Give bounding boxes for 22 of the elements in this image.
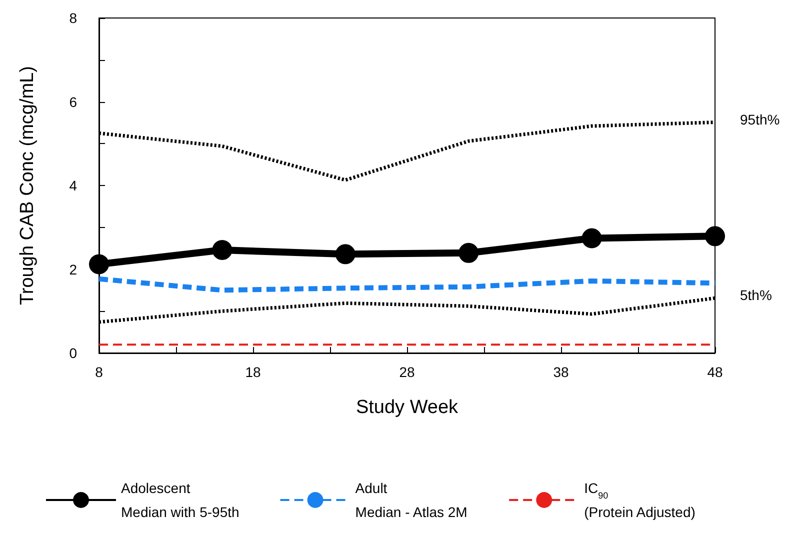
y-tick-label: 4 — [69, 178, 78, 194]
legend-label: Adolescent Median with 5-95th — [121, 480, 240, 520]
x-tick-label: 48 — [707, 364, 723, 380]
point — [212, 240, 232, 260]
x-tick-label: 18 — [245, 364, 261, 380]
point — [705, 226, 725, 246]
point — [89, 254, 109, 274]
point — [458, 242, 479, 263]
annotation: 5th% — [740, 287, 772, 304]
point — [335, 244, 356, 264]
point — [582, 228, 602, 248]
x-tick-label: 8 — [95, 364, 104, 380]
y-tick-label: 6 — [69, 94, 78, 110]
y-tick-label: 0 — [69, 345, 78, 361]
y-axis-title: Trough CAB Conc (mcg/mL) — [17, 66, 38, 305]
x-tick-label: 28 — [399, 364, 415, 380]
x-axis-title: Study Week — [356, 397, 459, 418]
x-tick-label: 38 — [553, 364, 569, 380]
annotation: 95th% — [740, 111, 780, 128]
legend-label: Adult Median - Atlas 2M — [355, 480, 468, 520]
y-tick-label: 2 — [69, 261, 78, 278]
y-tick-label: 8 — [69, 10, 78, 26]
